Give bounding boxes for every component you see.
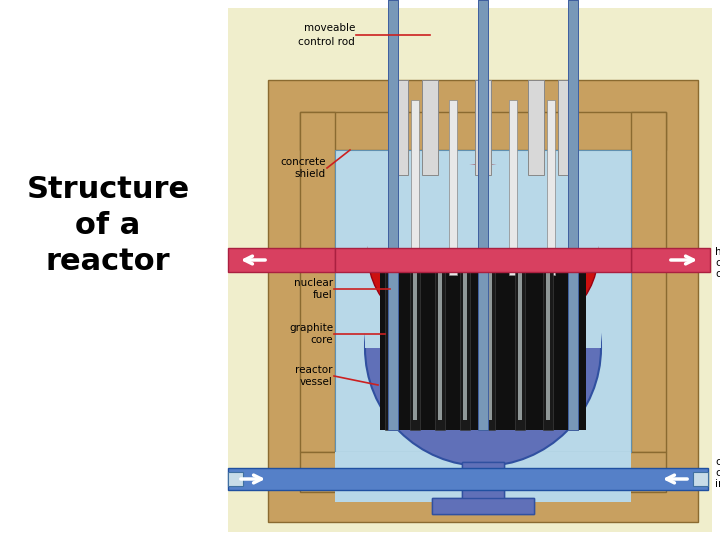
Bar [462,462,504,502]
Bar [335,150,631,452]
Bar [300,112,666,490]
Bar [335,452,631,502]
Text: fuel: fuel [313,290,333,300]
Bar [449,100,457,275]
Bar [388,0,398,270]
Bar [300,112,335,452]
Bar [462,462,504,502]
Bar [568,0,578,430]
Text: moveable: moveable [304,23,355,33]
Bar [380,255,586,430]
Bar [546,265,550,420]
Text: core: core [310,335,333,345]
Bar [528,80,544,175]
Bar [411,100,419,275]
Text: coolant: coolant [715,258,720,268]
Bar [518,265,522,420]
Bar [268,80,698,522]
Bar [485,255,495,430]
Bar [509,100,517,275]
Text: shield: shield [295,169,326,179]
Bar [392,80,408,175]
Bar [388,265,392,420]
Bar [547,100,555,275]
Bar [463,265,467,420]
Bar [631,112,666,452]
Bar [368,165,598,255]
Text: reactor: reactor [295,365,333,375]
Bar [432,498,534,514]
Text: hot: hot [715,247,720,257]
Bar [571,265,575,420]
Text: Structure
of a
reactor: Structure of a reactor [27,175,189,276]
Bar [478,0,488,270]
Bar [228,248,335,272]
Text: graphite: graphite [289,323,333,333]
Text: coolant: coolant [715,468,720,478]
Bar [631,248,710,272]
Ellipse shape [365,230,601,466]
Bar [460,255,470,430]
Bar [228,472,243,486]
Bar [300,452,666,492]
Bar [388,0,398,430]
Bar [558,80,574,175]
Text: nuclear: nuclear [294,278,333,288]
Text: in: in [715,479,720,489]
Bar [435,255,445,430]
Bar [478,0,488,430]
Bar [385,255,395,430]
Bar [413,265,417,420]
Bar [365,228,601,348]
Bar [568,0,578,270]
Text: cold: cold [715,457,720,467]
Bar [693,472,708,486]
Ellipse shape [368,165,598,345]
Bar [432,498,534,514]
Bar [410,255,420,430]
Bar [335,248,631,272]
Bar [543,255,553,430]
Text: concrete: concrete [281,157,326,167]
Bar [228,468,708,490]
Bar [515,255,525,430]
Bar [438,265,442,420]
Text: control rod: control rod [298,37,355,47]
Text: vessel: vessel [300,377,333,387]
Bar [300,112,666,150]
Bar [422,80,438,175]
Bar [228,8,712,532]
Text: out: out [715,269,720,279]
Bar [488,265,492,420]
Bar [568,255,578,430]
Bar [475,80,491,175]
